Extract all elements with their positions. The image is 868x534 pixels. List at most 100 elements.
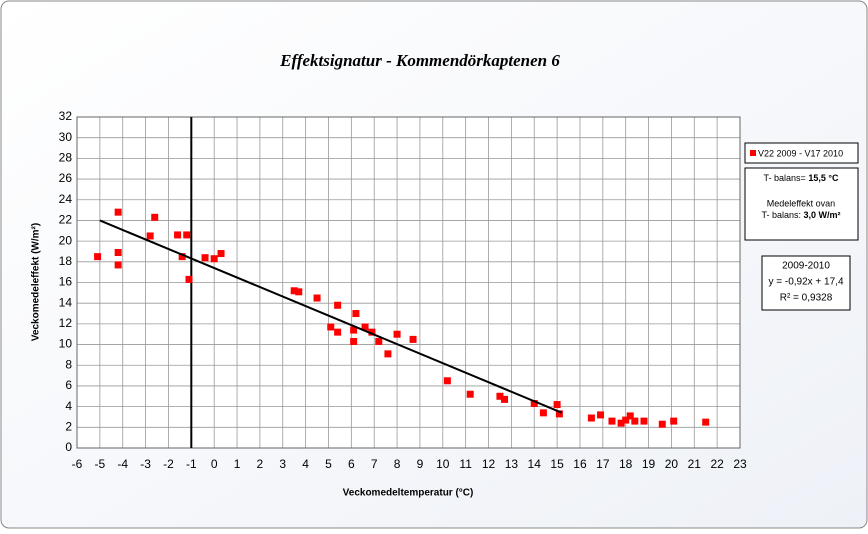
- x-tick-label: 11: [459, 457, 472, 471]
- point: [183, 231, 191, 239]
- x-tick-label: 15: [550, 457, 564, 471]
- x-tick-label: -6: [72, 457, 83, 471]
- balance-text: T- balans= 15,5 °C: [764, 173, 839, 183]
- x-tick-label: 22: [710, 457, 724, 471]
- y-tick-label: 20: [59, 233, 73, 247]
- point: [409, 335, 417, 343]
- fit-r2: R² = 0,9328: [780, 293, 833, 304]
- mean-label: Medeleffekt ovan: [767, 198, 835, 208]
- fit-box: [761, 255, 851, 311]
- point: [350, 337, 358, 345]
- legend-swatch: [750, 150, 756, 156]
- x-tick-label: 3: [279, 457, 286, 471]
- y-tick-label: 8: [65, 357, 72, 371]
- legend-label: V22 2009 - V17 2010: [758, 148, 843, 158]
- point: [114, 261, 122, 269]
- mean-value: 3,0 W/m²: [804, 210, 841, 220]
- x-axis-label: Veckomedeltemperatur (°C): [343, 488, 474, 499]
- point: [174, 231, 182, 239]
- y-tick-label: 18: [59, 254, 73, 268]
- plot-border: [76, 116, 741, 449]
- y-tick-label: 10: [59, 337, 73, 351]
- legend: [744, 142, 859, 164]
- y-tick-label: 32: [59, 109, 73, 123]
- x-tick-label: 6: [348, 457, 355, 471]
- fit-period: 2009-2010: [782, 261, 830, 272]
- x-tick-label: -1: [186, 457, 197, 471]
- point: [587, 414, 595, 422]
- x-tick-label: 9: [417, 457, 424, 471]
- y-tick-label: 16: [59, 275, 73, 289]
- point: [201, 254, 209, 262]
- point: [334, 328, 342, 336]
- x-tick-label: 4: [302, 457, 309, 471]
- y-tick-label: 6: [65, 378, 72, 392]
- x-tick-label: 16: [573, 457, 587, 471]
- point: [210, 255, 218, 263]
- x-tick-label: 18: [619, 457, 633, 471]
- x-tick-label: 2: [257, 457, 264, 471]
- point: [350, 326, 358, 334]
- fit-equation: y = -0,92x + 17,4: [768, 277, 843, 288]
- x-tick-label: 12: [482, 457, 496, 471]
- point: [553, 401, 561, 409]
- point: [702, 418, 710, 426]
- point: [501, 395, 509, 403]
- point: [290, 287, 298, 295]
- x-tick-label: 8: [394, 457, 401, 471]
- point: [313, 294, 321, 302]
- x-tick-label: 0: [211, 457, 218, 471]
- balance-value: 15,5 °C: [808, 173, 839, 183]
- x-tick-label: -5: [95, 457, 106, 471]
- point: [114, 249, 122, 257]
- point: [670, 417, 678, 425]
- y-tick-label: 22: [59, 213, 73, 227]
- point: [530, 400, 538, 408]
- point: [334, 301, 342, 309]
- point: [368, 328, 376, 336]
- x-tick-label: 14: [528, 457, 542, 471]
- point: [539, 409, 547, 417]
- x-tick-label: 20: [665, 457, 679, 471]
- point: [384, 350, 392, 358]
- y-tick-label: 14: [59, 295, 73, 309]
- point: [146, 232, 154, 240]
- mean-label-2: T- balans:: [761, 210, 801, 220]
- x-tick-label: 21: [688, 457, 702, 471]
- x-tick-label: 23: [733, 457, 747, 471]
- trendline: [99, 219, 563, 414]
- y-tick-label: 2: [65, 419, 72, 433]
- y-tick-label: 24: [59, 192, 73, 206]
- point: [658, 420, 666, 428]
- point: [496, 392, 504, 400]
- point: [295, 288, 303, 296]
- x-tick-label: 5: [325, 457, 332, 471]
- balance-label: T- balans=: [764, 173, 806, 183]
- point: [555, 410, 563, 418]
- x-tick-label: 13: [505, 457, 519, 471]
- point: [622, 416, 630, 424]
- point: [631, 417, 639, 425]
- point: [617, 419, 625, 427]
- point: [185, 275, 193, 283]
- point: [608, 417, 616, 425]
- y-tick-label: 4: [65, 399, 72, 413]
- chart-title: Effektsignatur - Kommendörkaptenen 6: [279, 51, 560, 70]
- point: [361, 323, 369, 331]
- point: [393, 330, 401, 338]
- y-tick-label: 30: [59, 130, 73, 144]
- x-tick-label: -3: [140, 457, 151, 471]
- point: [352, 310, 360, 318]
- point: [640, 417, 648, 425]
- point: [466, 390, 474, 398]
- point: [114, 208, 122, 216]
- y-tick-label: 26: [59, 171, 73, 185]
- x-tick-label: 17: [596, 457, 610, 471]
- point: [178, 253, 186, 261]
- point: [375, 337, 383, 345]
- point: [151, 213, 159, 221]
- y-axis-label: Veckomedeleffekt (W/m²): [31, 223, 42, 341]
- point: [597, 411, 605, 419]
- point: [626, 412, 634, 420]
